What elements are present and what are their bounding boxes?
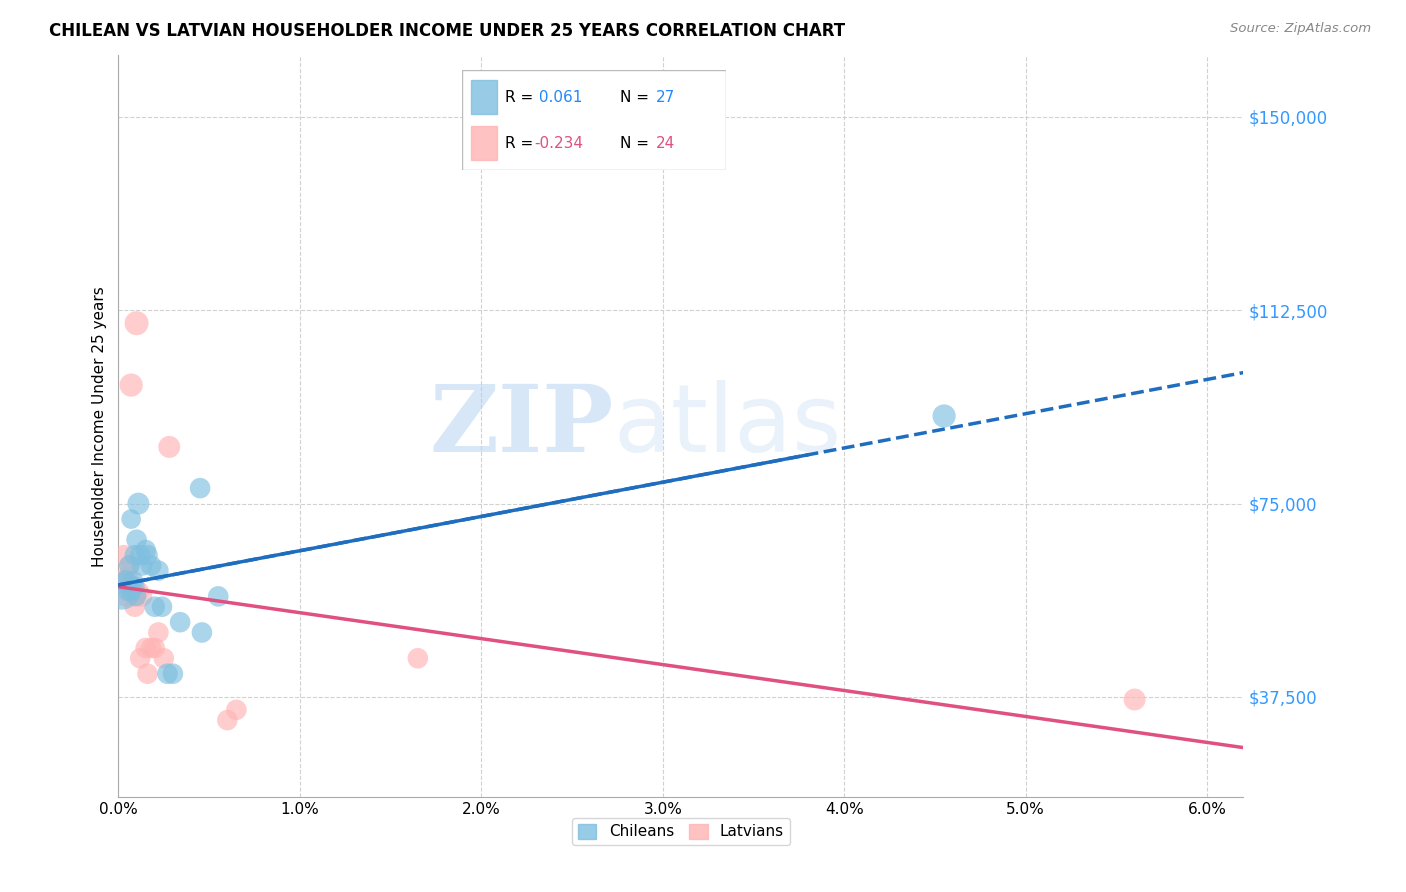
Point (114, 590, 136, 604)
Point (124, 579, 146, 593)
Point (191, 625, 214, 640)
Point (129, 651, 152, 665)
Point (122, 584, 145, 599)
Point (406, 651, 429, 665)
Point (127, 584, 149, 599)
Point (148, 564, 170, 578)
Point (114, 574, 136, 588)
Text: ZIP: ZIP (429, 381, 613, 471)
Point (225, 703, 247, 717)
Point (118, 558, 141, 573)
Point (120, 512, 142, 526)
Point (153, 651, 176, 665)
Point (156, 666, 179, 681)
Point (117, 584, 139, 599)
Point (131, 590, 153, 604)
Point (124, 548, 146, 562)
Point (136, 666, 159, 681)
Point (118, 558, 141, 573)
Point (120, 584, 142, 599)
Point (143, 640, 166, 655)
Point (112, 548, 135, 562)
Point (117, 568, 139, 582)
Point (139, 558, 162, 573)
Point (122, 574, 145, 588)
Point (1123, 692, 1146, 706)
Point (169, 615, 191, 630)
Point (124, 590, 146, 604)
Point (217, 713, 239, 727)
Point (120, 378, 142, 392)
Point (143, 599, 166, 614)
Point (127, 497, 149, 511)
Point (139, 640, 162, 655)
Point (125, 533, 148, 547)
Text: atlas: atlas (613, 380, 842, 472)
Point (125, 316, 148, 330)
Point (135, 640, 157, 655)
Text: CHILEAN VS LATVIAN HOUSEHOLDER INCOME UNDER 25 YEARS CORRELATION CHART: CHILEAN VS LATVIAN HOUSEHOLDER INCOME UN… (49, 22, 845, 40)
Point (124, 599, 146, 614)
Point (129, 548, 152, 562)
Point (932, 409, 955, 423)
Text: Source: ZipAtlas.com: Source: ZipAtlas.com (1230, 22, 1371, 36)
Y-axis label: Householder Income Under 25 years: Householder Income Under 25 years (93, 286, 107, 566)
Point (111, 584, 134, 599)
Point (162, 666, 184, 681)
Point (111, 574, 134, 588)
Point (157, 440, 180, 454)
Point (136, 548, 159, 562)
Point (150, 599, 173, 614)
Point (131, 558, 153, 573)
Legend: Chileans, Latvians: Chileans, Latvians (572, 818, 790, 846)
Point (135, 543, 157, 558)
Point (207, 590, 229, 604)
Point (125, 590, 148, 604)
Point (148, 625, 170, 640)
Point (188, 481, 211, 495)
